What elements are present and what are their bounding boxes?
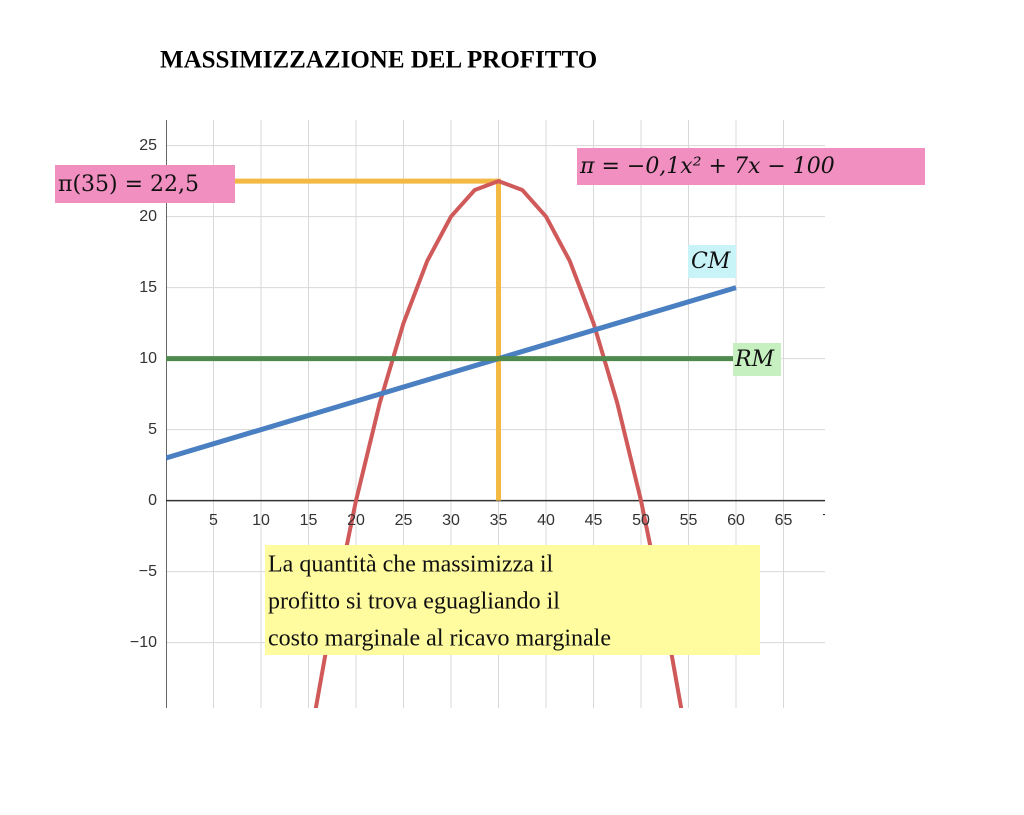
x-tick-label: 60 [727,512,745,529]
optimum-label: π(35) = 22,5 [58,172,199,197]
x-tick-label: 70 [822,512,840,529]
y-tick-label: 15 [139,279,157,296]
chart-title: MASSIMIZZAZIONE DEL PROFITTO [160,47,597,74]
note-box [265,545,760,655]
label-box [688,245,736,278]
legend-label: RM [734,347,775,372]
x-tick-label: 5 [209,512,218,529]
x-tick-label: 15 [300,512,318,529]
x-tick-label: 40 [537,512,555,529]
x-tick-label: 55 [680,512,698,529]
guide-line [166,178,501,501]
x-tick-label: 25 [395,512,413,529]
x-tick-label: 50 [632,512,650,529]
label-box [733,343,781,376]
x-tick-label: 45 [585,512,603,529]
x-tick-label: 35 [490,512,508,529]
y-tick-label: 10 [139,350,157,367]
label-box [577,148,925,185]
y-tick-label: 0 [148,492,157,509]
note-text: La quantità che massimizza il [268,552,554,578]
y-tick-label: 20 [139,208,157,225]
y-tick-label: 5 [148,421,157,438]
y-tick-label: −5 [139,563,157,580]
y-tick-label: −10 [130,634,157,651]
x-tick-label: 20 [347,512,365,529]
note-text: costo marginale al ricavo marginale [268,626,611,652]
legend-label: π = −0,1x² + 7x − 100 [579,154,835,179]
series-line [166,285,737,461]
y-tick-label: 25 [139,137,157,154]
x-tick-label: 65 [775,512,793,529]
x-tick-label: 10 [252,512,270,529]
legend-label: CM [691,249,731,274]
note-text: profitto si trova eguagliando il [268,589,560,615]
series-line [313,179,684,708]
x-tick-label: 30 [442,512,460,529]
label-box [55,165,235,203]
